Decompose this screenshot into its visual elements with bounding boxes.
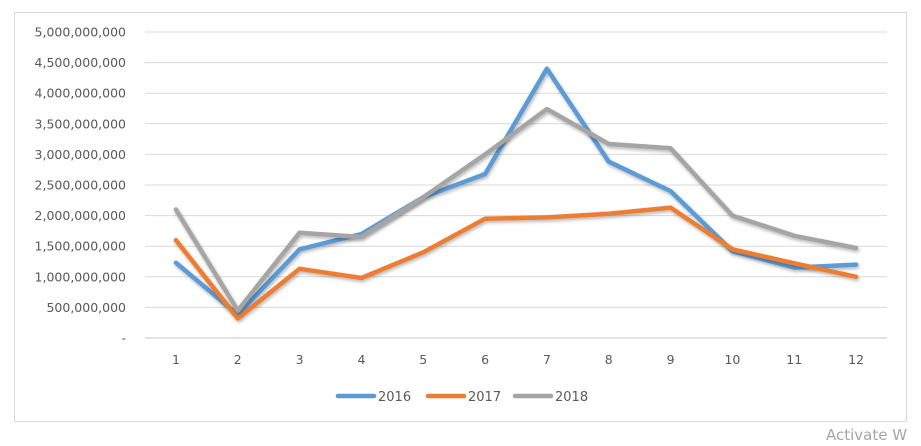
y-tick-label: 5,000,000,000	[35, 25, 126, 40]
legend: 2016 2017 2018	[335, 390, 588, 405]
y-tick-label: 3,500,000,000	[35, 116, 126, 131]
legend-item-2016[interactable]: 2016	[335, 390, 411, 405]
y-tick-label: 4,500,000,000	[35, 55, 126, 70]
chart-area	[14, 12, 907, 422]
y-tick-label: -	[121, 331, 126, 346]
y-tick-label: 4,000,000,000	[35, 86, 126, 101]
y-tick-label: 2,000,000,000	[35, 208, 126, 223]
activate-windows-watermark: Activate W	[826, 426, 908, 444]
series-line-2018	[173, 106, 859, 313]
x-tick-label: 5	[419, 352, 427, 367]
series-line-2016	[173, 66, 859, 317]
x-tick-label: 8	[605, 352, 613, 367]
x-tick-label: 3	[296, 352, 304, 367]
y-tick-label: 1,000,000,000	[35, 269, 126, 284]
x-tick-label: 10	[724, 352, 740, 367]
legend-label: 2017	[468, 390, 501, 405]
y-axis-tick-labels: - 500,000,000 1,000,000,000 1,500,000,000 2,…	[35, 25, 126, 346]
x-tick-label: 7	[543, 352, 551, 367]
series-line-2017	[173, 205, 859, 321]
y-tick-label: 2,500,000,000	[35, 178, 126, 193]
legend-label: 2016	[378, 390, 411, 405]
x-tick-label: 4	[357, 352, 365, 367]
x-tick-label: 11	[786, 352, 802, 367]
x-tick-label: 2	[234, 352, 242, 367]
x-tick-label: 1	[172, 352, 180, 367]
series-lines	[173, 66, 859, 321]
legend-item-2018[interactable]: 2018	[512, 390, 588, 405]
x-axis-tick-labels: 1 2 3 4 5 6 7 8 9 10 11 12	[172, 352, 864, 367]
y-tick-label: 1,500,000,000	[35, 239, 126, 254]
gridlines	[145, 31, 887, 339]
x-tick-label: 12	[848, 352, 864, 367]
legend-item-2017[interactable]: 2017	[425, 390, 501, 405]
y-tick-label: 3,000,000,000	[35, 147, 126, 162]
x-tick-label: 6	[481, 352, 489, 367]
x-tick-label: 9	[667, 352, 675, 367]
legend-label: 2018	[555, 390, 588, 405]
y-tick-label: 500,000,000	[46, 300, 126, 315]
